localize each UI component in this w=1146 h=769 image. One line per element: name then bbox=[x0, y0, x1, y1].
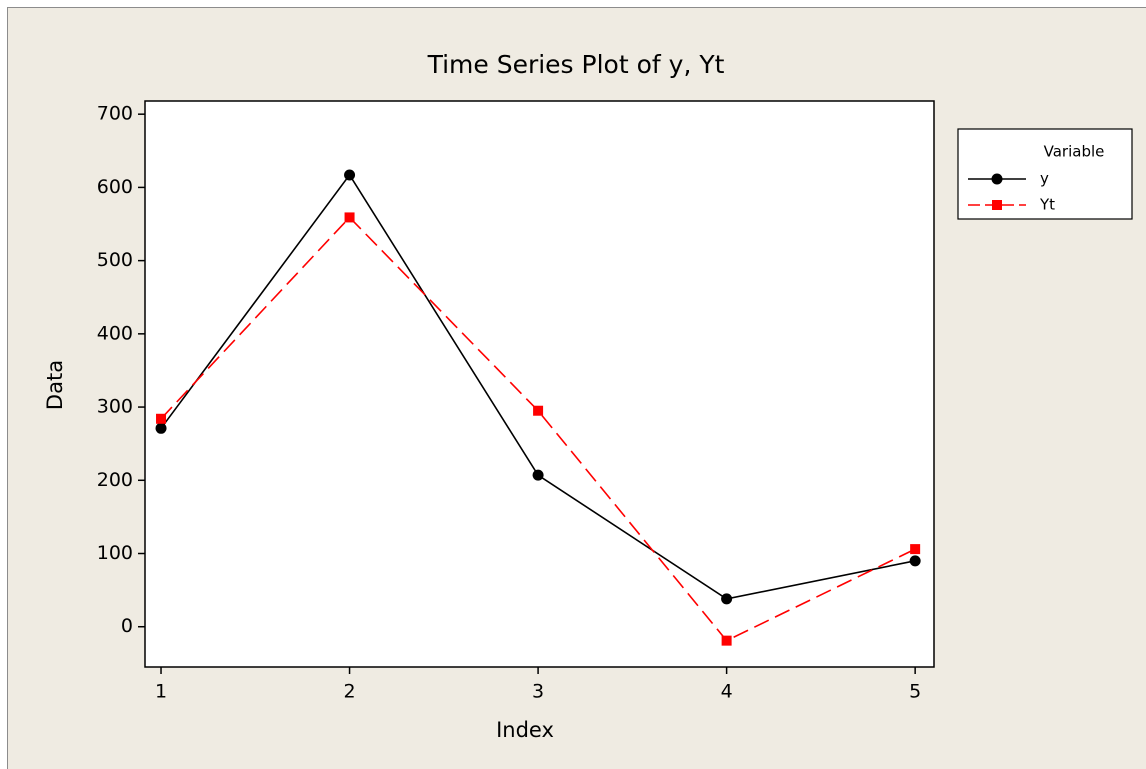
legend-marker bbox=[991, 173, 1003, 185]
y-tick-label: 200 bbox=[97, 469, 133, 491]
data-point bbox=[344, 212, 355, 223]
y-tick-label: 300 bbox=[97, 396, 133, 418]
y-tick-label: 0 bbox=[121, 615, 133, 637]
legend-marker bbox=[992, 200, 1002, 210]
y-tick-label: 700 bbox=[97, 103, 133, 125]
data-point bbox=[721, 635, 732, 646]
y-tick-label: 400 bbox=[97, 322, 133, 344]
data-point bbox=[910, 544, 921, 555]
x-tick-label: 2 bbox=[344, 681, 356, 703]
x-axis-label: Index bbox=[496, 718, 554, 742]
data-point bbox=[533, 405, 544, 416]
x-tick-label: 1 bbox=[155, 681, 167, 703]
data-point bbox=[909, 555, 921, 567]
legend-label: Yt bbox=[1039, 196, 1055, 214]
y-axis-label: Data bbox=[43, 360, 67, 410]
legend-title: Variable bbox=[1044, 143, 1105, 161]
legend-box bbox=[957, 128, 1133, 220]
y-tick-label: 100 bbox=[97, 542, 133, 564]
y-tick-label: 500 bbox=[97, 249, 133, 271]
legend-label: y bbox=[1040, 170, 1049, 188]
data-point bbox=[721, 593, 733, 605]
x-tick-label: 5 bbox=[909, 681, 921, 703]
x-tick-label: 3 bbox=[532, 681, 544, 703]
data-point bbox=[155, 422, 167, 434]
plot-area bbox=[144, 100, 935, 668]
x-tick-label: 4 bbox=[721, 681, 733, 703]
data-point bbox=[156, 413, 167, 424]
data-point bbox=[532, 469, 544, 481]
data-point bbox=[344, 169, 356, 181]
chart-title: Time Series Plot of y, Yt bbox=[427, 50, 725, 79]
y-tick-label: 600 bbox=[97, 176, 133, 198]
